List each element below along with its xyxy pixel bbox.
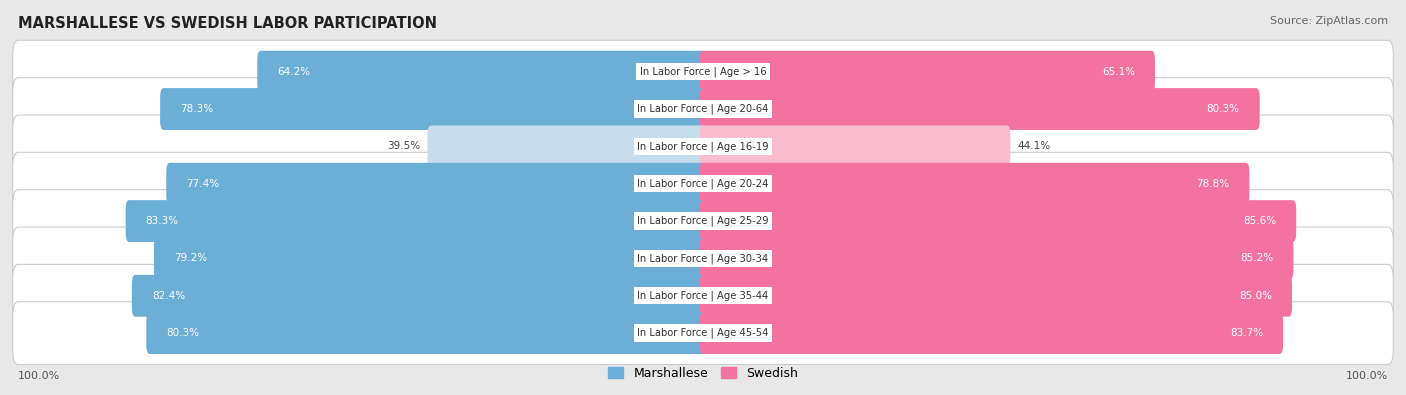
- Text: MARSHALLESE VS SWEDISH LABOR PARTICIPATION: MARSHALLESE VS SWEDISH LABOR PARTICIPATI…: [18, 16, 437, 31]
- FancyBboxPatch shape: [257, 51, 706, 92]
- FancyBboxPatch shape: [13, 302, 1393, 365]
- FancyBboxPatch shape: [13, 40, 1393, 103]
- Text: Source: ZipAtlas.com: Source: ZipAtlas.com: [1270, 16, 1388, 26]
- Text: 44.1%: 44.1%: [1018, 141, 1050, 151]
- Text: 77.4%: 77.4%: [186, 179, 219, 189]
- Text: In Labor Force | Age > 16: In Labor Force | Age > 16: [640, 66, 766, 77]
- FancyBboxPatch shape: [700, 237, 1294, 279]
- FancyBboxPatch shape: [700, 126, 1011, 167]
- Text: 78.8%: 78.8%: [1197, 179, 1229, 189]
- FancyBboxPatch shape: [166, 163, 706, 205]
- Text: 100.0%: 100.0%: [1346, 371, 1388, 381]
- Legend: Marshallese, Swedish: Marshallese, Swedish: [603, 362, 803, 385]
- Text: In Labor Force | Age 16-19: In Labor Force | Age 16-19: [637, 141, 769, 152]
- Text: 83.7%: 83.7%: [1230, 328, 1263, 338]
- FancyBboxPatch shape: [700, 88, 1260, 130]
- Text: 80.3%: 80.3%: [166, 328, 200, 338]
- FancyBboxPatch shape: [132, 275, 706, 317]
- Text: In Labor Force | Age 25-29: In Labor Force | Age 25-29: [637, 216, 769, 226]
- FancyBboxPatch shape: [700, 51, 1154, 92]
- Text: 78.3%: 78.3%: [180, 104, 214, 114]
- Text: In Labor Force | Age 45-54: In Labor Force | Age 45-54: [637, 328, 769, 339]
- Text: 85.2%: 85.2%: [1240, 254, 1274, 263]
- Text: 100.0%: 100.0%: [18, 371, 60, 381]
- Text: In Labor Force | Age 30-34: In Labor Force | Age 30-34: [637, 253, 769, 263]
- Text: 82.4%: 82.4%: [152, 291, 186, 301]
- FancyBboxPatch shape: [13, 78, 1393, 140]
- Text: 64.2%: 64.2%: [277, 67, 311, 77]
- FancyBboxPatch shape: [700, 163, 1250, 205]
- Text: 79.2%: 79.2%: [174, 254, 207, 263]
- Text: 39.5%: 39.5%: [387, 141, 420, 151]
- FancyBboxPatch shape: [700, 312, 1284, 354]
- FancyBboxPatch shape: [13, 264, 1393, 327]
- Text: In Labor Force | Age 20-64: In Labor Force | Age 20-64: [637, 104, 769, 114]
- FancyBboxPatch shape: [700, 275, 1292, 317]
- Text: 80.3%: 80.3%: [1206, 104, 1240, 114]
- Text: In Labor Force | Age 35-44: In Labor Force | Age 35-44: [637, 290, 769, 301]
- FancyBboxPatch shape: [700, 200, 1296, 242]
- FancyBboxPatch shape: [427, 126, 706, 167]
- Text: 85.0%: 85.0%: [1239, 291, 1272, 301]
- FancyBboxPatch shape: [153, 237, 706, 279]
- Text: 65.1%: 65.1%: [1102, 67, 1135, 77]
- FancyBboxPatch shape: [146, 312, 706, 354]
- Text: In Labor Force | Age 20-24: In Labor Force | Age 20-24: [637, 179, 769, 189]
- FancyBboxPatch shape: [125, 200, 706, 242]
- Text: 83.3%: 83.3%: [146, 216, 179, 226]
- FancyBboxPatch shape: [13, 152, 1393, 215]
- Text: 85.6%: 85.6%: [1243, 216, 1277, 226]
- FancyBboxPatch shape: [160, 88, 706, 130]
- FancyBboxPatch shape: [13, 115, 1393, 178]
- FancyBboxPatch shape: [13, 190, 1393, 252]
- FancyBboxPatch shape: [13, 227, 1393, 290]
